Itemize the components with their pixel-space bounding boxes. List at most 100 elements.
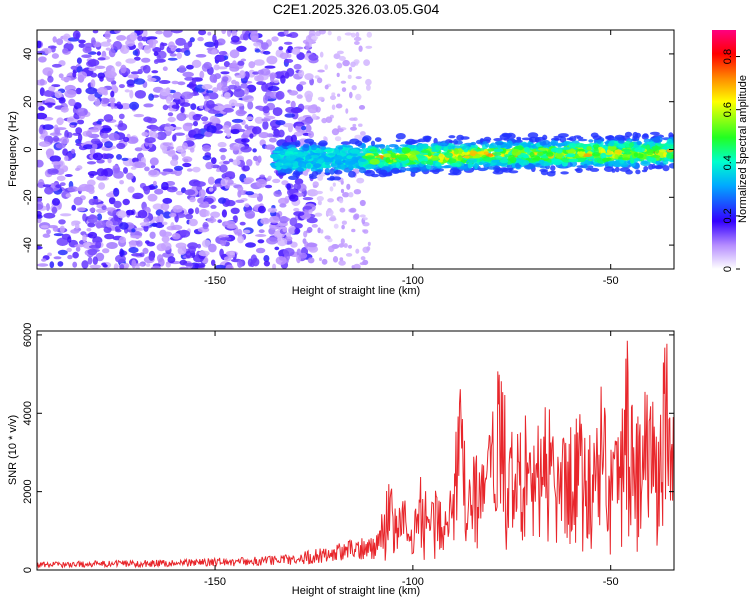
spectrogram-blob (356, 177, 365, 184)
spectrogram-blob (142, 30, 148, 38)
spectrogram-blob (228, 158, 234, 163)
spectrogram-blob (338, 243, 345, 248)
spectrogram-blob (49, 155, 61, 163)
spectrogram-blob (75, 87, 82, 95)
spectrogram-blob (150, 124, 158, 132)
spectrogram-blob (137, 68, 143, 75)
spectrogram-blob (314, 212, 323, 217)
spectrogram-blob (86, 161, 97, 165)
spectrogram-blob (260, 217, 271, 225)
spectrogram-blob (350, 148, 360, 154)
spectrogram-blob (113, 170, 124, 179)
spectrogram-blob (142, 247, 149, 254)
spectrogram-blob (553, 138, 561, 141)
spectrogram-blob (148, 253, 155, 261)
spectrogram-blob (236, 45, 247, 53)
spectrogram-blob (290, 134, 297, 143)
spectrogram-blob (164, 125, 175, 132)
spectrogram-blob (40, 225, 50, 229)
spectrogram-blob (275, 120, 286, 126)
spectrogram-blob (82, 46, 92, 54)
spectrogram-blob (47, 168, 59, 175)
spectrogram-blob (488, 145, 498, 149)
spectrogram-blob (225, 264, 234, 269)
spectrogram-y-tick-label: 20 (22, 96, 34, 108)
spectrogram-blob (483, 151, 489, 155)
spectrogram-blob (408, 154, 417, 161)
spectrogram-blob (172, 91, 182, 100)
spectrogram-blob (284, 113, 296, 118)
colorbar-ticks: 0 0.2 0.4 0.6 0.8 (722, 49, 740, 272)
spectrogram-blob (279, 216, 289, 224)
spectrogram-blob (44, 102, 56, 106)
spectrogram-blob (303, 205, 313, 210)
spectrogram-blob (527, 132, 539, 139)
spectrogram-blob (161, 181, 169, 191)
spectrogram-blob (101, 138, 109, 142)
spectrogram-blob (285, 235, 293, 242)
spectrogram-blob (343, 243, 348, 248)
spectrogram-blob (137, 35, 144, 42)
spectrogram-blob (359, 167, 366, 174)
spectrogram-blob (170, 46, 176, 52)
spectrogram-blob (84, 42, 94, 48)
spectrogram-blob (395, 133, 406, 140)
spectrogram-blob (257, 69, 264, 75)
spectrogram-blob (240, 83, 248, 89)
spectrogram-blob (101, 262, 107, 266)
spectrogram-blob (59, 213, 72, 217)
spectrogram-blob (341, 87, 347, 92)
spectrogram-blob (126, 172, 134, 180)
spectrogram-blob (306, 226, 313, 233)
spectrogram-blob (437, 156, 444, 163)
spectrogram-blob (336, 62, 343, 69)
spectrogram-blob (456, 134, 465, 141)
spectrogram-blob (316, 169, 324, 173)
spectrogram-blob (162, 66, 168, 71)
spectrogram-blob (129, 101, 140, 110)
spectrogram-blob (273, 190, 283, 197)
spectrogram-blob (131, 253, 143, 257)
spectrogram-blob (283, 41, 293, 45)
spectrogram-blob (148, 93, 155, 101)
spectrogram-blob (608, 140, 615, 147)
spectrogram-blob (154, 188, 164, 195)
spectrogram-blob (390, 167, 401, 174)
spectrogram-blob (373, 152, 379, 156)
spectrogram-blob (560, 171, 569, 175)
spectrogram-blob (51, 53, 60, 59)
spectrogram-blob (75, 167, 81, 171)
spectrogram-blob (317, 69, 325, 73)
spectrogram-blob (110, 90, 115, 98)
spectrogram-blob (340, 80, 347, 84)
spectrogram-blob (113, 263, 119, 269)
spectrogram-blob (358, 123, 363, 127)
spectrogram-blob (332, 255, 339, 263)
spectrogram-blob (263, 255, 270, 263)
spectrogram-blob (240, 146, 252, 153)
spectrogram-blob (344, 145, 352, 148)
spectrogram-blob (64, 174, 73, 177)
spectrogram-blob (277, 237, 282, 242)
spectrogram-blob (256, 81, 266, 85)
spectrogram-blob (174, 132, 186, 136)
spectrogram-blob (51, 161, 62, 166)
spectrogram-blob (370, 173, 380, 178)
spectrogram-blob (190, 103, 197, 110)
spectrogram-blob (88, 244, 101, 249)
spectrogram-blob (133, 113, 145, 118)
spectrogram-blob (77, 119, 85, 125)
spectrogram-blob (89, 264, 102, 269)
spectrogram-blob (64, 89, 77, 98)
spectrogram-blob (600, 152, 607, 159)
spectrogram-blob (407, 145, 416, 149)
spectrogram-blob (107, 158, 112, 164)
spectrogram-blob (247, 101, 254, 110)
spectrogram-blob (261, 42, 269, 50)
spectrogram-blob (499, 167, 508, 173)
spectrogram-blob (348, 192, 354, 198)
spectrogram-blob (308, 209, 313, 214)
spectrogram-blob (38, 56, 47, 63)
spectrogram-blob (37, 40, 42, 49)
spectrogram-blob (90, 138, 101, 145)
